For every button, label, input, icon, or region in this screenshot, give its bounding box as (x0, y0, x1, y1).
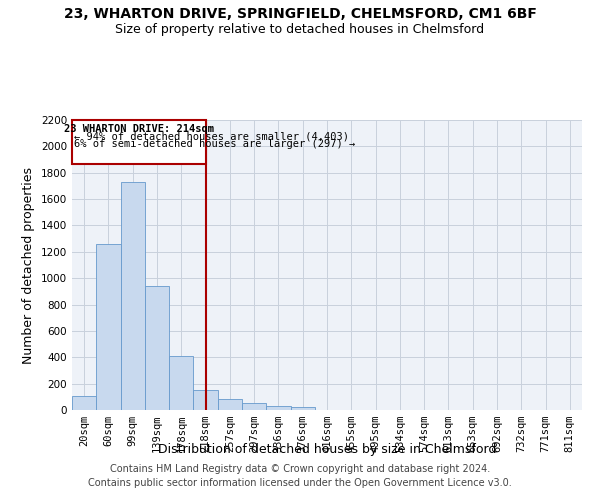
Bar (72, 120, 206, 164)
Bar (169, 356, 193, 410)
Bar (193, 390, 218, 410)
Bar (121, 182, 145, 410)
Bar (290, 408, 315, 410)
Text: Size of property relative to detached houses in Chelmsford: Size of property relative to detached ho… (115, 22, 485, 36)
Text: 6% of semi-detached houses are larger (297) →: 6% of semi-detached houses are larger (2… (74, 139, 356, 149)
Bar (72, 396, 96, 410)
Text: 23, WHARTON DRIVE, SPRINGFIELD, CHELMSFORD, CM1 6BF: 23, WHARTON DRIVE, SPRINGFIELD, CHELMSFO… (64, 8, 536, 22)
Bar (145, 286, 169, 410)
Y-axis label: Number of detached properties: Number of detached properties (22, 166, 35, 364)
Text: ← 94% of detached houses are smaller (4,403): ← 94% of detached houses are smaller (4,… (74, 132, 349, 142)
Text: Distribution of detached houses by size in Chelmsford: Distribution of detached houses by size … (158, 442, 496, 456)
Bar (242, 404, 266, 410)
Text: Contains HM Land Registry data © Crown copyright and database right 2024.
Contai: Contains HM Land Registry data © Crown c… (88, 464, 512, 487)
Bar (96, 244, 121, 410)
Bar (218, 400, 242, 410)
Text: 23 WHARTON DRIVE: 214sqm: 23 WHARTON DRIVE: 214sqm (64, 124, 214, 134)
Bar (266, 406, 290, 410)
